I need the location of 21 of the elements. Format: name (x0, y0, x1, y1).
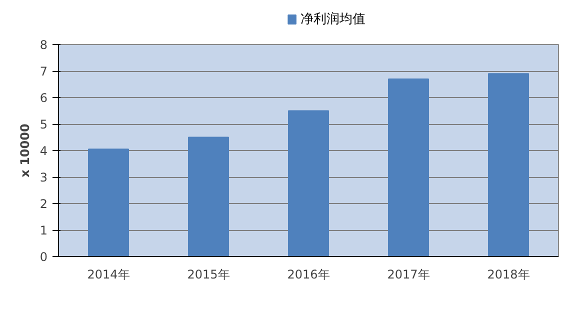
y-tick-label: 2 (40, 197, 48, 211)
bar (388, 78, 429, 256)
legend-label: 净利润均值 (300, 12, 366, 27)
x-tick-label: 2016年 (287, 268, 330, 282)
bar (288, 110, 329, 256)
y-tick-label: 5 (40, 118, 48, 132)
x-tick-label: 2017年 (387, 268, 430, 282)
y-tick-label: 3 (40, 170, 48, 184)
bar (488, 73, 529, 256)
x-tick-label: 2018年 (487, 268, 530, 282)
y-tick-label: 4 (40, 144, 48, 158)
y-tick-label: 6 (40, 91, 48, 105)
y-tick-label: 0 (40, 250, 48, 264)
x-tick-label: 2015年 (187, 268, 230, 282)
y-tick-label: 7 (40, 64, 48, 78)
y-tick-label: 8 (40, 38, 48, 52)
y-tick-label: 1 (40, 224, 48, 238)
bar (88, 148, 129, 256)
x-tick-label: 2014年 (87, 268, 130, 282)
y-axis-title: x 10000 (18, 124, 32, 178)
bar (188, 136, 229, 256)
